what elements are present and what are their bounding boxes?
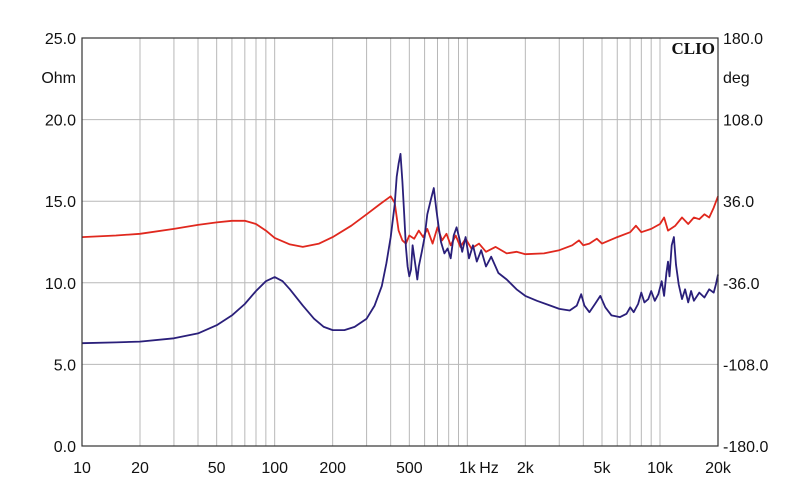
x-tick-label: 200 <box>319 460 346 477</box>
right-y-tick-label: -36.0 <box>723 276 760 293</box>
left-y-tick-label: 5.0 <box>54 357 76 374</box>
right-axis-unit: deg <box>723 70 750 87</box>
x-tick-label: 50 <box>208 460 226 477</box>
left-axis-unit: Ohm <box>41 70 76 87</box>
left-y-tick-label: 10.0 <box>45 276 76 293</box>
right-y-tick-label: 36.0 <box>723 194 754 211</box>
series-line-2 <box>81 152 719 345</box>
x-tick-label: 20 <box>131 460 149 477</box>
series-layer <box>81 152 719 345</box>
x-unit-label: Hz <box>479 460 499 477</box>
right-y-tick-label: 180.0 <box>723 31 763 48</box>
right-y-tick-label: 108.0 <box>723 113 763 130</box>
left-y-tick-label: 25.0 <box>45 31 76 48</box>
left-y-tick-label: 0.0 <box>54 439 76 456</box>
x-tick-label: 500 <box>396 460 423 477</box>
x-tick-label: 20k <box>705 460 732 477</box>
x-tick-label: 100 <box>261 460 288 477</box>
x-tick-label: 5k <box>594 460 612 477</box>
brand-label: CLIO <box>672 39 715 58</box>
label-layer: 10 20 50 100 200 500 1k 2k 5k 10k 20k Hz 0.0 5.0 10.0 1… <box>41 31 768 477</box>
left-y-tick-label: 15.0 <box>45 194 76 211</box>
x-tick-label: 1k <box>459 460 477 477</box>
x-tick-label: 10 <box>73 460 91 477</box>
series-line-1 <box>81 195 719 256</box>
right-y-tick-label: -180.0 <box>723 439 768 456</box>
x-tick-label: 2k <box>517 460 535 477</box>
left-y-tick-label: 20.0 <box>45 113 76 130</box>
x-tick-label: 10k <box>647 460 674 477</box>
right-y-tick-label: -108.0 <box>723 357 768 374</box>
plot-frame <box>81 37 719 447</box>
grid <box>81 37 719 447</box>
